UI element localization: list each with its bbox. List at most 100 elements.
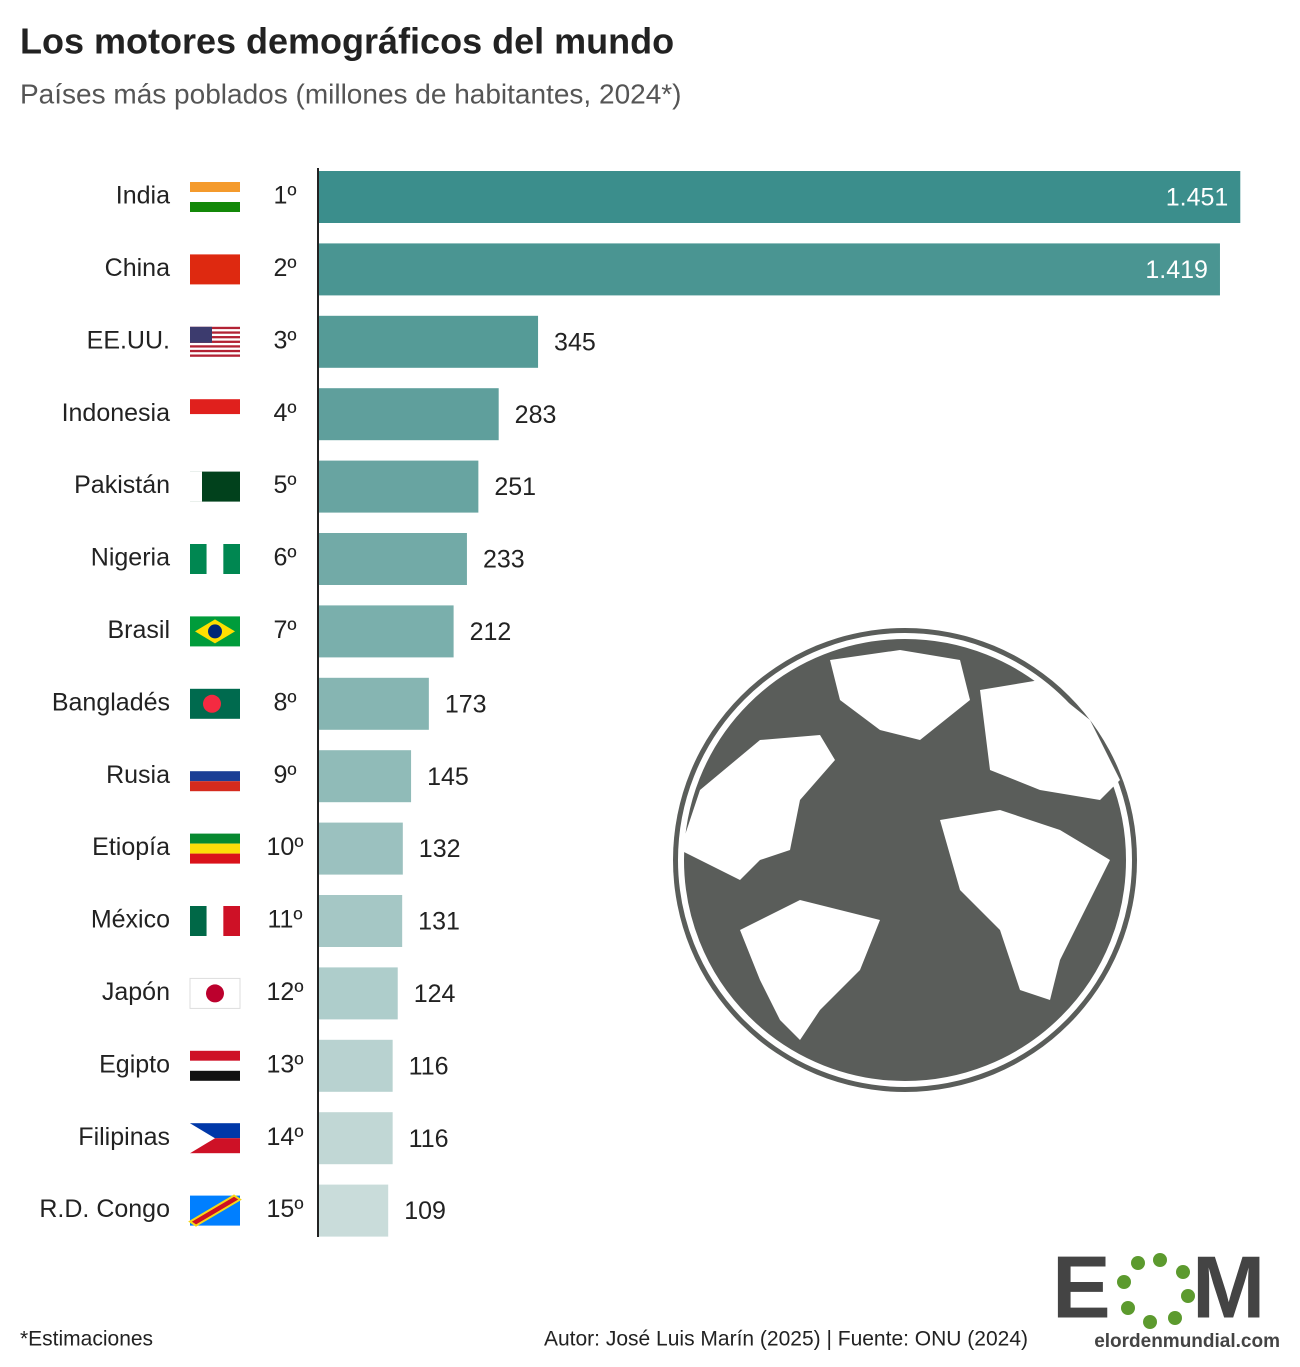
flag-part	[190, 833, 240, 844]
flag	[190, 326, 240, 357]
category-label: Pakistán	[74, 471, 170, 499]
flag	[190, 616, 240, 647]
category-label: Egipto	[99, 1050, 170, 1078]
rank-label: 8º	[273, 688, 296, 716]
bar	[319, 677, 429, 730]
rank-label: 7º	[273, 616, 296, 644]
flag-part	[190, 843, 240, 854]
value-label: 345	[554, 328, 596, 356]
category-label: China	[105, 254, 170, 282]
source: Autor: José Luis Marín (2025) | Fuente: …	[544, 1328, 1028, 1351]
continent	[940, 810, 1110, 1000]
rank-label: 1º	[273, 182, 296, 210]
flag-part	[206, 906, 224, 936]
bar	[319, 1039, 393, 1092]
flag-part	[190, 853, 240, 864]
flag	[190, 182, 240, 212]
flag	[190, 544, 240, 574]
bar	[319, 243, 1220, 296]
logo-right: M	[1192, 1237, 1265, 1336]
continent	[830, 650, 970, 740]
bar	[319, 895, 403, 947]
flag	[190, 833, 240, 864]
bar	[319, 605, 454, 658]
flag-part	[190, 354, 240, 357]
bar	[319, 1184, 389, 1237]
flag	[190, 761, 240, 792]
value-label: 132	[419, 835, 461, 863]
flag-part	[190, 1070, 240, 1081]
category-label: Brasil	[107, 616, 170, 644]
bar	[319, 822, 403, 875]
flag-part	[223, 544, 240, 574]
flag	[188, 1194, 242, 1227]
rank-label: 5º	[273, 471, 296, 499]
flag	[190, 688, 240, 719]
flag-part	[190, 906, 207, 936]
rank-label: 11º	[267, 906, 302, 934]
value-label: 116	[409, 1052, 449, 1080]
flag-part	[206, 984, 224, 1003]
rank-label: 2º	[273, 254, 296, 282]
flag-part	[190, 414, 240, 430]
flag-part	[190, 336, 240, 339]
value-label: 131	[418, 908, 460, 936]
flag-part	[190, 182, 240, 192]
flag-part	[190, 349, 240, 353]
chart-subtitle: Países más poblados (millones de habitan…	[20, 78, 682, 109]
rank-label: 6º	[273, 544, 296, 572]
value-label: 1.451	[1166, 184, 1229, 212]
flag-part	[190, 399, 240, 415]
value-label: 233	[483, 546, 525, 574]
category-label: México	[91, 906, 170, 934]
value-label: 212	[470, 618, 512, 646]
rank-label: 3º	[273, 326, 296, 354]
bar	[319, 388, 499, 441]
category-label: Indonesia	[62, 399, 171, 427]
bar	[319, 460, 479, 513]
bar	[319, 315, 539, 368]
flag-part	[190, 544, 207, 574]
flag	[190, 1123, 240, 1154]
category-label: Rusia	[106, 761, 170, 789]
continent	[740, 900, 880, 1040]
value-label: 124	[414, 980, 456, 1008]
logo-o	[1117, 1253, 1195, 1329]
bar	[319, 967, 398, 1020]
rank-label: 10º	[267, 833, 304, 861]
bar	[319, 533, 467, 585]
footnote: *Estimaciones	[20, 1328, 153, 1351]
flag-part	[190, 326, 240, 330]
rank-label: 4º	[273, 399, 296, 427]
flag-part	[190, 345, 240, 348]
flag-part	[190, 471, 202, 502]
flag	[189, 977, 241, 1009]
flag	[190, 471, 240, 502]
category-label: Etiopía	[92, 833, 170, 861]
flag-part	[223, 906, 240, 936]
bar	[319, 1112, 393, 1165]
flag-part	[190, 1050, 240, 1061]
flag-part	[206, 544, 224, 574]
flag-part	[203, 694, 221, 713]
value-label: 116	[409, 1125, 449, 1153]
flag-part	[190, 326, 212, 343]
globe-ring	[678, 633, 1132, 1087]
flag-part	[190, 254, 240, 285]
flag-part	[190, 761, 240, 772]
value-label: 283	[515, 401, 557, 429]
flag-part	[190, 1123, 215, 1154]
category-label: Filipinas	[78, 1123, 170, 1151]
flag	[190, 254, 240, 285]
flag-part	[190, 781, 240, 792]
flag	[190, 1050, 240, 1081]
rank-label: 12º	[267, 978, 304, 1006]
category-label: R.D. Congo	[39, 1195, 170, 1223]
value-label: 173	[445, 690, 487, 718]
value-label: 109	[404, 1197, 446, 1225]
flag-part	[190, 202, 240, 212]
flag-part	[190, 192, 240, 202]
chart-title: Los motores demográficos del mundo	[20, 21, 674, 62]
flag-part	[190, 771, 240, 782]
